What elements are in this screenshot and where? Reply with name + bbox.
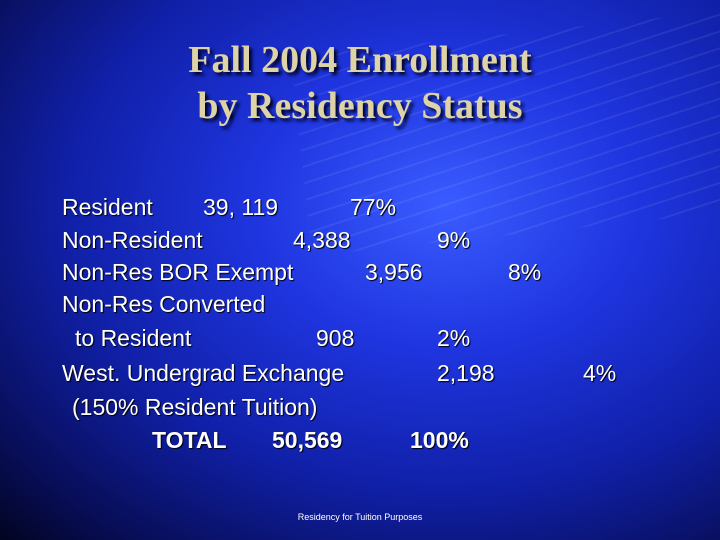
total-count: 50,569 [272,427,343,453]
row-count: 3,956 [365,259,423,285]
row-count: 4,388 [293,227,351,253]
row-label: Non-Resident [62,227,203,253]
row-percent: 4% [583,360,617,386]
row-label: Resident [62,194,153,220]
row-count: 2,198 [437,360,495,386]
title-line: Fall 2004 Enrollment [188,39,532,81]
row-label: West. Undergrad Exchange [62,360,345,386]
row-label: to Resident [75,325,192,351]
row-count: 39, 119 [203,194,279,220]
row-percent: 9% [437,227,471,253]
total-percent: 100% [410,427,469,453]
row-count: 908 [316,325,355,351]
footer: Residency for Tuition Purposes [297,512,423,522]
row-label: Non-Res Converted [62,291,266,317]
row-percent: 77% [350,194,397,220]
row-label: (150% Resident Tuition) [72,394,318,420]
row-percent: 8% [508,259,542,285]
total-label: TOTAL [152,427,227,453]
title-line: by Residency Status [197,85,523,127]
row-label: Non-Res BOR Exempt [62,259,294,285]
row-percent: 2% [437,325,471,351]
